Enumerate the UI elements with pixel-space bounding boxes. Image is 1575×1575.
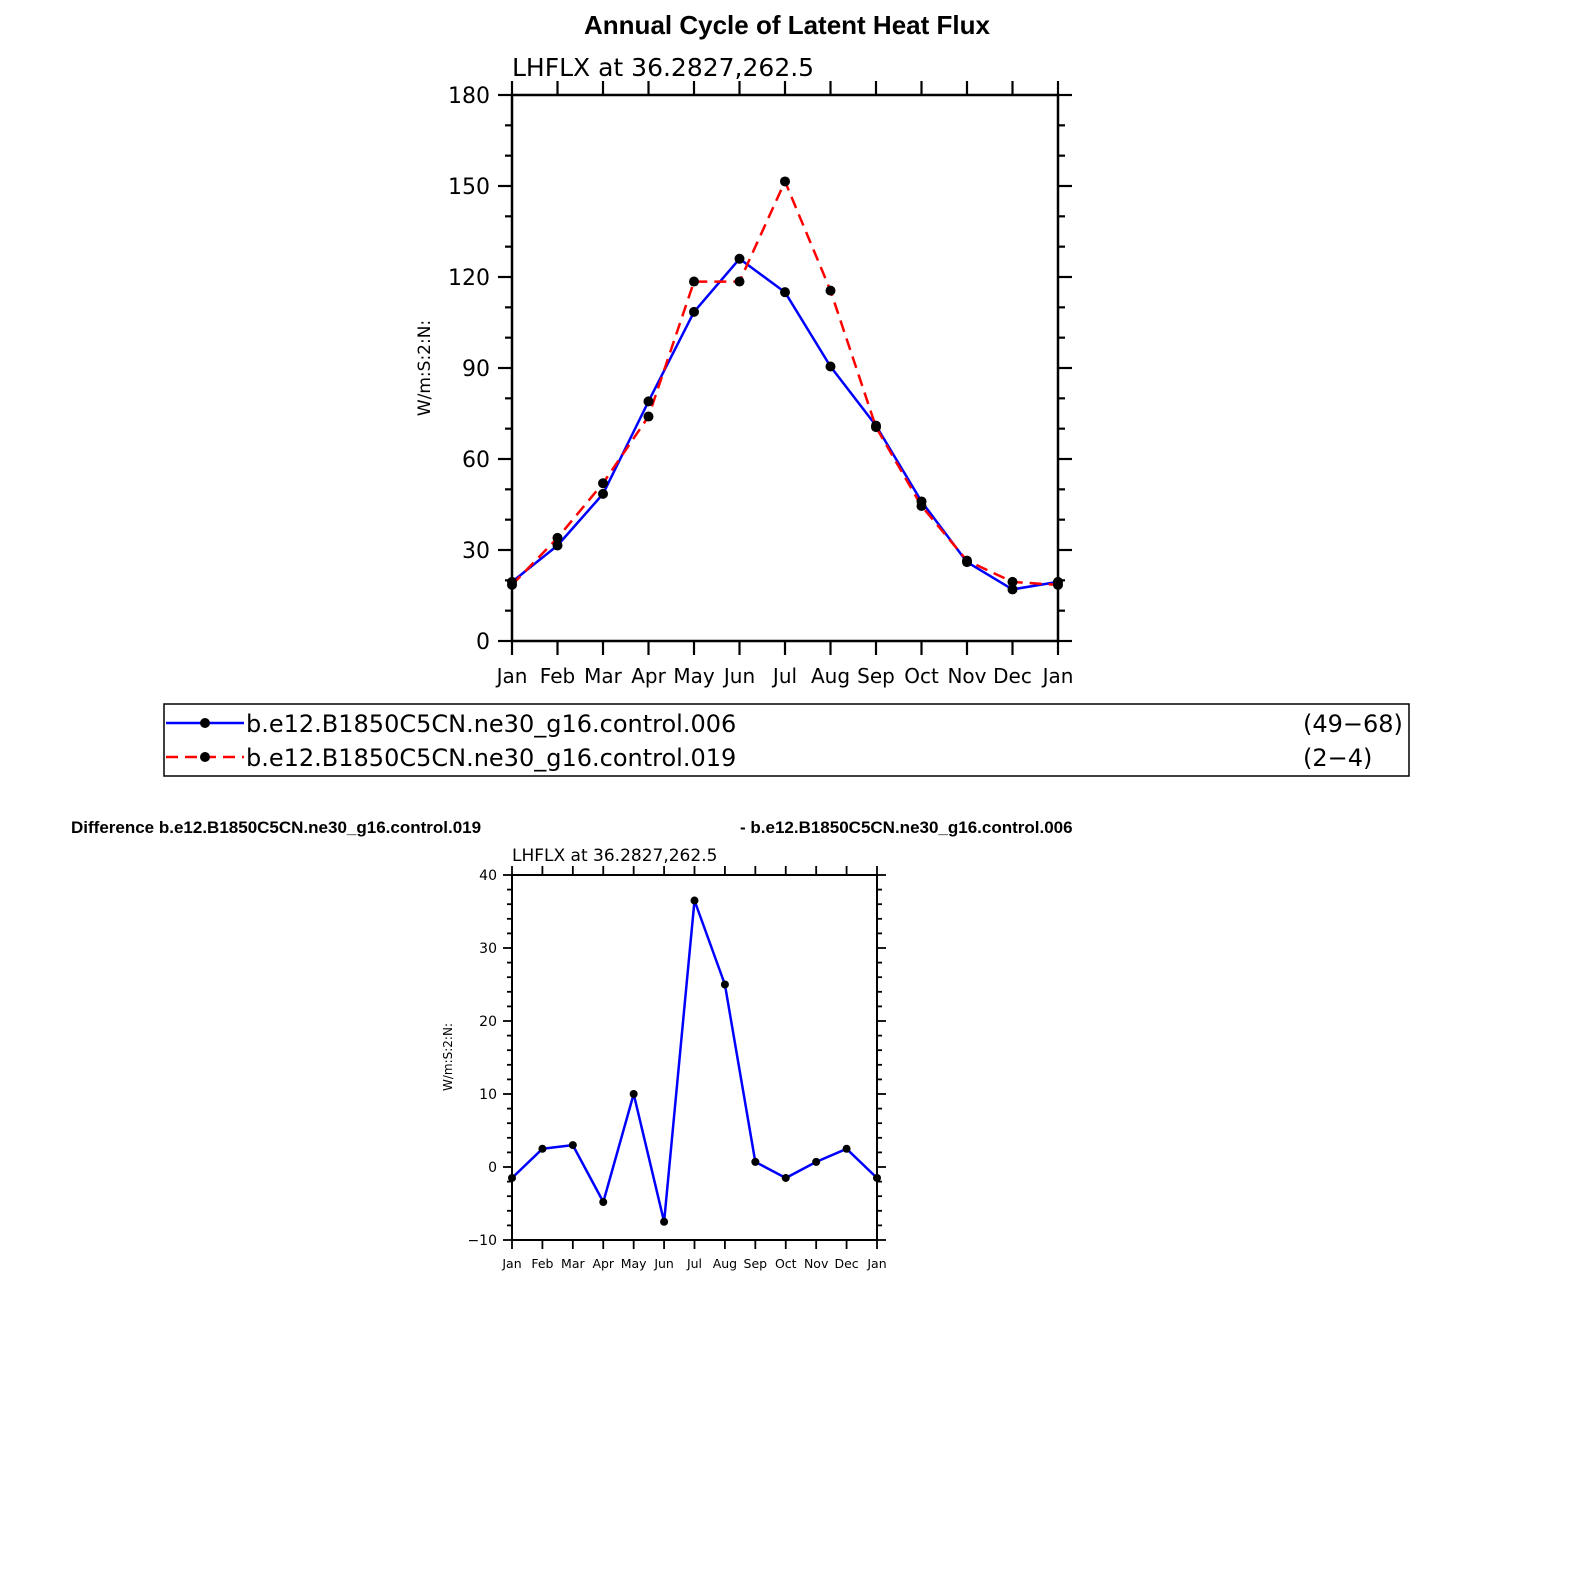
chart1-ticks: 0 30 60 90 120 150 180 Jan Feb Mar Apr May Jun Jul Aug… [448,81,1073,688]
chart1-frame [510,93,1060,643]
chart1-series-0-point [825,361,836,372]
chart2-series-0-point [629,1090,638,1098]
chart1-x-tick-label: Aug [811,664,850,688]
chart2-series-0-point [751,1157,760,1166]
chart1-subtitle: LHFLX at 36.2827,262.5 [512,53,814,82]
chart1-x-tick-label: Jun [722,664,755,688]
chart1-x-tick-label: Jul [771,664,797,688]
chart1-series-line-0 [511,257,1059,591]
legend-years-019: (2−4) [1303,744,1372,772]
legend-label-006: b.e12.B1850C5CN.ne30_g16.control.006 [246,710,736,738]
diff-title-right: - b.e12.B1850C5CN.ne30_g16.control.006 [740,818,1073,837]
chart2-x-tick-label: Jun [653,1256,674,1271]
chart1-series-1-point [962,555,972,566]
chart1-series-1-point [916,501,927,512]
diff-title-left: Difference b.e12.B1850C5CN.ne30_g16.cont… [71,818,481,837]
chart1-series-1-point [689,276,699,287]
chart1-series-1-point [1007,576,1018,587]
chart1-y-tick-label: 120 [448,266,490,291]
chart2-y-tick-label: 40 [479,868,497,884]
chart1-x-tick-label: Nov [947,664,986,688]
legend: b.e12.B1850C5CN.ne30_g16.control.006 (49… [163,703,1410,777]
chart1-series-line-1 [511,180,1059,587]
chart1-x-tick-label: Oct [904,664,939,688]
annual-cycle-chart: LHFLX at 36.2827,262.5 W/m:S:2:N: 0 30 60 9… [415,53,1073,688]
chart2-x-tick-label: Dec [834,1256,858,1271]
chart1-x-tick-label: Apr [631,664,666,688]
chart2-x-tick-label: Jan [866,1256,886,1271]
chart1-y-tick-label: 180 [448,84,490,109]
chart2-frame [511,874,878,1241]
chart2-y-tick-label: −10 [467,1233,497,1249]
legend-frame [163,703,1410,777]
chart1-series-0-point [1007,584,1018,595]
chart2-subtitle: LHFLX at 36.2827,262.5 [512,846,717,866]
chart1-y-tick-label: 30 [462,539,490,564]
chart1-x-tick-label: Mar [584,664,623,688]
chart2-x-tick-label: Feb [531,1256,553,1271]
main-title: Annual Cycle of Latent Heat Flux [584,10,990,40]
chart2-x-tick-label: Aug [713,1256,737,1271]
chart1-series-0-point [552,540,563,551]
chart1-series-1-point [871,422,881,433]
legend-years-006: (49−68) [1303,710,1403,738]
chart1-series-1-point [552,532,563,543]
chart1-y-axis-label: W/m:S:2:N: [415,320,435,416]
chart2-y-tick-label: 10 [479,1087,497,1103]
chart2-y-tick-label: 20 [479,1014,497,1030]
chart1-series-1-point [780,176,790,187]
chart2-x-tick-label: Sep [744,1256,768,1271]
chart1-x-tick-label: Feb [540,664,575,688]
chart2-x-tick-label: Jul [686,1256,702,1271]
chart1-x-tick-label: Jan [1041,664,1074,688]
chart2-series-0-point [690,896,699,905]
chart1-y-tick-label: 60 [462,448,490,473]
chart2-x-tick-label: Oct [775,1256,797,1271]
chart1-series-1-point [734,276,745,287]
chart1-series [507,176,1063,595]
chart1-series-0-point [734,253,745,264]
chart2-y-tick-label: 30 [479,941,497,957]
legend-label-019: b.e12.B1850C5CN.ne30_g16.control.019 [246,744,736,772]
legend-entry-006: b.e12.B1850C5CN.ne30_g16.control.006 (49… [166,710,1403,738]
chart1-y-tick-label: 90 [462,357,490,382]
chart2-y-axis-label: W/m:S:2:N: [441,1023,455,1091]
chart1-series-1-point [598,478,608,489]
chart2-series-0-point [842,1144,851,1153]
chart1-series-0-point [780,287,790,298]
chart2-series-0-point [660,1217,669,1226]
chart1-series-0-point [689,306,699,317]
chart1-x-tick-label: Sep [857,664,895,688]
chart2-series-0-point [781,1173,790,1182]
chart1-series-0-point [643,396,654,407]
chart2-series-0-point [599,1198,608,1207]
chart1-series-0-point [598,488,608,499]
chart2-series-0-point [538,1144,547,1153]
chart2-series-0-point [568,1141,577,1150]
chart1-y-tick-label: 0 [476,630,490,655]
chart2-y-tick-label: 0 [488,1160,497,1176]
chart2-x-tick-label: May [621,1256,647,1271]
chart1-series-1-point [825,285,836,296]
chart2-x-tick-label: Apr [592,1256,614,1271]
chart2-x-tick-label: Jan [501,1256,521,1271]
legend-entry-019: b.e12.B1850C5CN.ne30_g16.control.019 (2−… [166,744,1372,772]
chart1-x-tick-label: Dec [993,664,1032,688]
chart1-y-tick-label: 150 [448,175,490,200]
chart2-series-line-0 [511,899,878,1224]
chart2-x-tick-label: Mar [561,1256,585,1271]
legend-marker-006 [200,718,210,728]
chart2-series-0-point [720,980,729,989]
chart1-x-tick-label: Jan [495,664,528,688]
chart2-ticks: −10 0 10 20 30 40 Jan Feb Mar Apr May Jun Jul Aug Sep O… [467,866,887,1271]
chart1-series-1-point [643,411,654,422]
difference-chart: LHFLX at 36.2827,262.5 W/m:S:2:N: −10 0 10… [441,846,887,1271]
legend-marker-019 [200,752,210,762]
chart2-x-tick-label: Nov [804,1256,829,1271]
chart2-series-0-point [812,1157,821,1166]
chart1-x-tick-label: May [673,664,715,688]
chart2-series [508,896,881,1226]
